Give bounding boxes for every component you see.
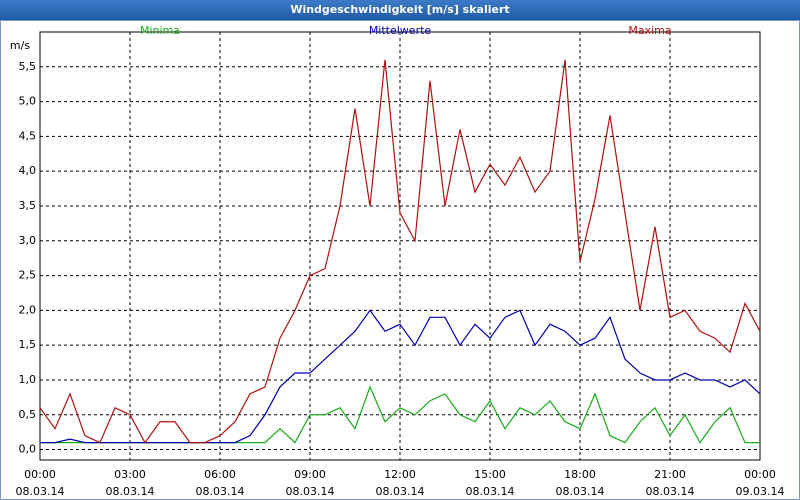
y-tick-label: 5,5 <box>19 60 37 73</box>
x-tick-label: 15:00 08.03.14 <box>465 468 515 498</box>
y-tick-label: 4,5 <box>19 129 37 142</box>
x-tick-label: 09:00 08.03.14 <box>285 468 335 498</box>
legend-entry: Minima <box>140 24 180 37</box>
data-line <box>40 309 761 444</box>
x-tick-label: 12:00 08.03.14 <box>375 468 425 498</box>
title-bar: Windgeschwindigkeit [m/s] skaliert <box>0 0 800 20</box>
x-tick-label: 03:00 08.03.14 <box>105 468 155 498</box>
y-tick-label: 1,0 <box>19 373 37 386</box>
legend-entry: Maxima <box>628 24 671 37</box>
y-tick-label: 4,0 <box>19 164 37 177</box>
y-tick-label: 2,5 <box>19 269 37 282</box>
y-tick-label: 3,5 <box>19 199 37 212</box>
x-tick-label: 00:00 08.03.14 <box>15 468 65 498</box>
y-tick-label: 0,0 <box>19 443 37 456</box>
y-axis-label: m/s <box>10 39 30 52</box>
x-tick-label: 21:00 08.03.14 <box>645 468 695 498</box>
x-tick-label: 18:00 08.03.14 <box>555 468 605 498</box>
y-tick-label: 0,5 <box>19 408 37 421</box>
legend-entry: Mittelwerte <box>369 24 432 37</box>
y-tick-label: 2,0 <box>19 303 37 316</box>
y-tick-label: 1,5 <box>19 338 37 351</box>
x-tick-label: 06:00 08.03.14 <box>195 468 245 498</box>
x-tick-label: 00:00 09.03.14 <box>735 468 785 498</box>
data-line <box>39 59 761 444</box>
y-tick-label: 3,0 <box>19 234 37 247</box>
y-tick-label: 5,0 <box>19 95 37 108</box>
